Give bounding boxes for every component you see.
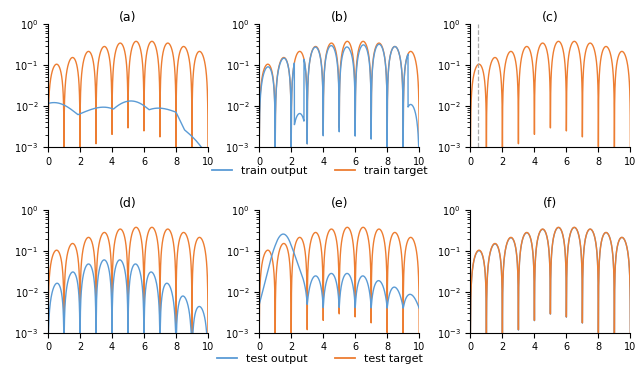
Title: (c): (c) [542, 11, 559, 24]
Title: (a): (a) [119, 11, 137, 24]
Title: (f): (f) [543, 197, 557, 211]
Title: (d): (d) [119, 197, 137, 211]
Legend: test output, test target: test output, test target [212, 350, 428, 368]
Title: (b): (b) [330, 11, 348, 24]
Title: (e): (e) [330, 197, 348, 211]
Legend: train output, train target: train output, train target [208, 162, 432, 180]
